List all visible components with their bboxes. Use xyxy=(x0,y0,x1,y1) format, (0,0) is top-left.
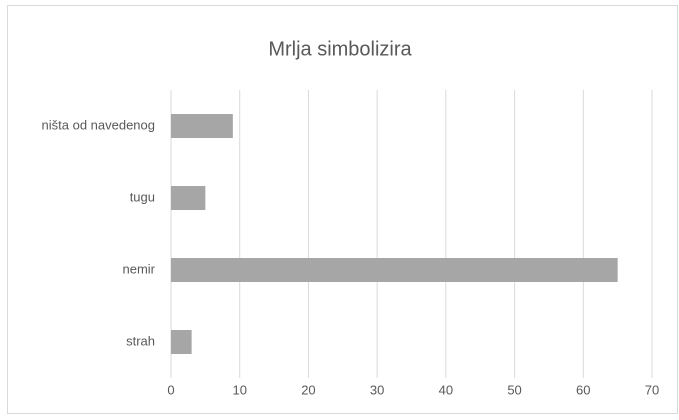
y-tick-label: ništa od navedenog xyxy=(42,117,155,132)
chart-border xyxy=(7,5,678,414)
bar xyxy=(171,258,618,282)
chart-title: Mrlja simbolizira xyxy=(268,38,412,60)
x-tick-label: 0 xyxy=(167,382,174,397)
x-tick-label: 10 xyxy=(232,382,246,397)
bar xyxy=(171,330,192,354)
y-tick-label: strah xyxy=(126,333,155,348)
y-tick-label: tugu xyxy=(130,189,155,204)
bar xyxy=(171,114,233,138)
x-tick-label: 20 xyxy=(301,382,315,397)
x-tick-label: 70 xyxy=(645,382,659,397)
y-tick-label: nemir xyxy=(122,261,155,276)
x-tick-label: 50 xyxy=(507,382,521,397)
x-tick-label: 40 xyxy=(439,382,453,397)
bar xyxy=(171,186,206,210)
x-tick-label: 30 xyxy=(370,382,384,397)
x-tick-label: 60 xyxy=(576,382,590,397)
